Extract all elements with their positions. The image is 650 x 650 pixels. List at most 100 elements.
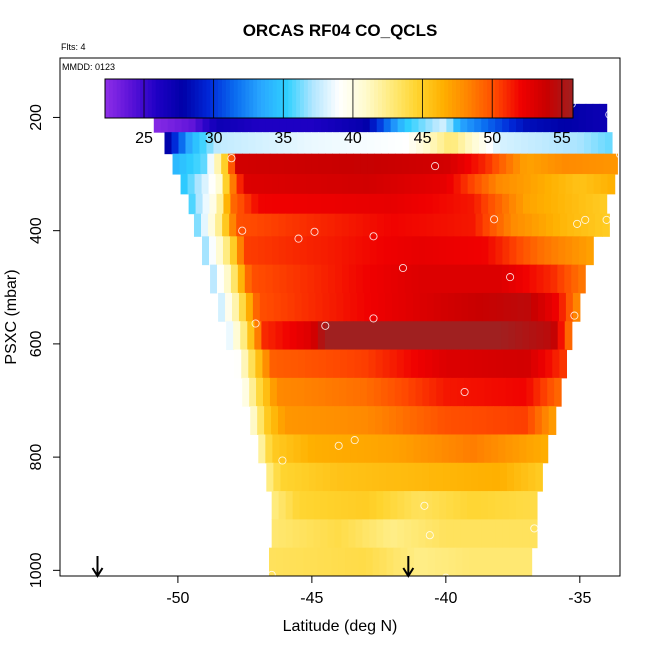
heatmap-cell xyxy=(537,174,546,195)
heatmap-cell xyxy=(407,462,416,492)
observation-point xyxy=(581,215,590,224)
heatmap-cell xyxy=(558,236,566,266)
heatmap-cell xyxy=(214,153,222,175)
heatmap-cell xyxy=(325,377,333,407)
heatmap-cell xyxy=(341,174,350,195)
heatmap-cell xyxy=(306,519,315,549)
heatmap-cell xyxy=(526,434,535,464)
heatmap-cell xyxy=(220,132,229,155)
observation-point xyxy=(532,573,541,582)
heatmap-cell xyxy=(586,174,595,195)
heatmap-cell xyxy=(474,174,483,195)
heatmap-cell xyxy=(533,153,542,175)
heatmap-cell xyxy=(360,153,368,175)
heatmap-cell xyxy=(362,519,370,549)
colorbar-segment xyxy=(397,79,402,118)
colorbar-segment xyxy=(526,79,531,118)
heatmap-cell xyxy=(574,213,582,237)
colorbar-segment xyxy=(276,79,281,118)
heatmap-cell xyxy=(353,377,361,407)
colorbar-segment xyxy=(569,79,574,118)
heatmap-cell xyxy=(454,292,463,322)
colorbar-segment xyxy=(518,79,523,118)
heatmap-cell xyxy=(460,236,469,266)
heatmap-cell xyxy=(571,264,579,294)
heatmap-cell xyxy=(471,462,480,492)
heatmap-cell xyxy=(299,236,308,266)
heatmap-cell xyxy=(285,213,294,237)
heatmap-cell xyxy=(420,434,429,464)
heatmap-cell xyxy=(403,349,412,379)
heatmap-cell xyxy=(299,213,308,237)
colorbar-segment xyxy=(300,79,305,118)
heatmap-cell xyxy=(300,434,309,464)
heatmap-cell xyxy=(448,434,457,464)
heatmap-cell xyxy=(426,213,434,237)
heatmap-cell xyxy=(340,349,348,379)
heatmap-area xyxy=(153,103,618,577)
heatmap-cell xyxy=(524,292,532,322)
heatmap-cell xyxy=(327,174,336,195)
heatmap-cell xyxy=(407,547,415,577)
colorbar-segment xyxy=(128,79,133,118)
heatmap-cell xyxy=(345,547,353,577)
heatmap-cell xyxy=(528,462,536,492)
heatmap-cell xyxy=(434,434,443,464)
heatmap-cell xyxy=(194,174,203,195)
heatmap-cell xyxy=(467,491,475,520)
heatmap-cell xyxy=(505,434,513,464)
observation-point xyxy=(369,232,378,241)
heatmap-cell xyxy=(236,174,245,195)
heatmap-cell xyxy=(535,462,543,492)
heatmap-cell xyxy=(567,213,575,237)
heatmap-cell xyxy=(301,292,310,322)
heatmap-cell xyxy=(278,213,287,237)
heatmap-cell xyxy=(241,132,249,155)
colorbar-tick-label: 45 xyxy=(414,130,432,147)
heatmap-cell xyxy=(514,132,522,155)
heatmap-cell xyxy=(199,132,208,155)
heatmap-cell xyxy=(235,153,243,175)
observation-point xyxy=(334,441,343,450)
heatmap-cell xyxy=(367,153,375,175)
heatmap-cell xyxy=(543,193,552,215)
heatmap-cell xyxy=(233,321,241,351)
heatmap-cell xyxy=(257,174,266,195)
heatmap-cell xyxy=(327,193,336,215)
heatmap-cell xyxy=(283,377,292,407)
colorbar-segment xyxy=(565,79,570,118)
colorbar-frame xyxy=(104,78,574,119)
heatmap-cell xyxy=(334,193,343,215)
colorbar-segment xyxy=(112,79,118,118)
heatmap-cell xyxy=(248,132,256,155)
heatmap-cell xyxy=(443,377,451,407)
heatmap-cell xyxy=(458,321,467,351)
heatmap-cell xyxy=(397,174,406,195)
heatmap-cell xyxy=(372,462,381,492)
heatmap-cell xyxy=(516,236,524,266)
heatmap-cell xyxy=(257,406,265,435)
heatmap-cell xyxy=(313,174,322,195)
heatmap-cell xyxy=(406,434,415,464)
heatmap-cell xyxy=(565,292,574,322)
heatmap-cell xyxy=(251,193,259,215)
heatmap-cell xyxy=(538,213,547,237)
heatmap-cell xyxy=(439,264,447,294)
heatmap-cell xyxy=(237,193,245,215)
heatmap-cell xyxy=(202,193,211,215)
heatmap-cell xyxy=(208,213,216,237)
heatmap-cell xyxy=(250,213,258,237)
heatmap-cell xyxy=(464,462,473,492)
heatmap-cell xyxy=(390,264,399,294)
heatmap-cell xyxy=(375,349,384,379)
heatmap-cell xyxy=(304,377,313,407)
heatmap-cell xyxy=(507,132,515,155)
heatmap-cell xyxy=(320,213,329,237)
heatmap-cell xyxy=(579,174,588,195)
heatmap-cell xyxy=(379,462,388,492)
heatmap-cell xyxy=(290,132,298,155)
heatmap-cell xyxy=(266,292,275,322)
heatmap-cell xyxy=(491,377,500,407)
colorbar-segment xyxy=(393,79,398,118)
colorbar-segment xyxy=(268,79,274,118)
